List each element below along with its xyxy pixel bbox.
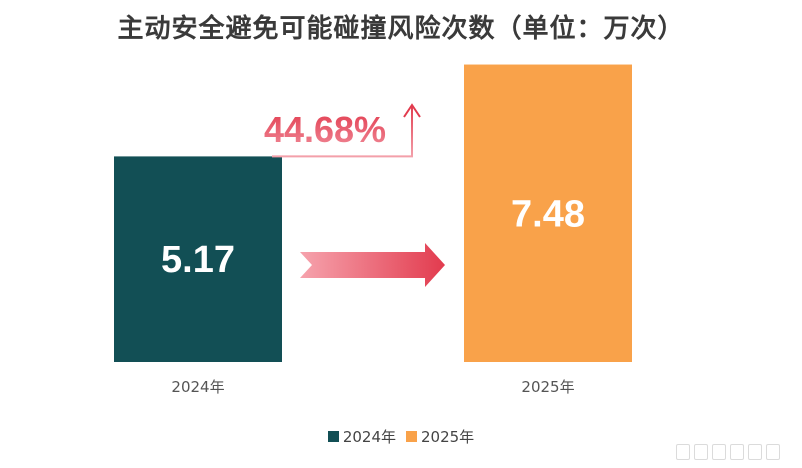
bar-1	[464, 64, 632, 362]
legend-item-2025: 2025年	[406, 426, 474, 447]
legend-swatch-2025	[406, 431, 417, 442]
legend-item-2024: 2024年	[327, 426, 396, 447]
legend-label-2025: 2025年	[421, 428, 475, 446]
growth-annotation: 44.68%	[264, 103, 445, 287]
growth-percent-label: 44.68%	[264, 109, 386, 150]
category-label-1: 2025年	[521, 378, 574, 396]
bar-value-label-0: 5.17	[161, 239, 235, 281]
growth-connector-arrowhead	[403, 103, 421, 118]
watermark-logo	[676, 442, 796, 462]
bars-layer: 5.17 2024年 7.48 2025年	[114, 64, 632, 396]
chart-title: 主动安全避免可能碰撞风险次数（单位：万次）	[117, 14, 685, 44]
growth-connector-line	[272, 105, 413, 158]
bar-value-label-1: 7.48	[511, 193, 585, 235]
legend-swatch-2024	[327, 431, 339, 442]
increase-arrow	[300, 243, 445, 287]
category-label-0: 2024年	[171, 378, 224, 396]
chart-legend: 2024年 2025年	[0, 426, 802, 447]
bar-0	[114, 156, 282, 362]
legend-label-2024: 2024年	[342, 428, 396, 446]
